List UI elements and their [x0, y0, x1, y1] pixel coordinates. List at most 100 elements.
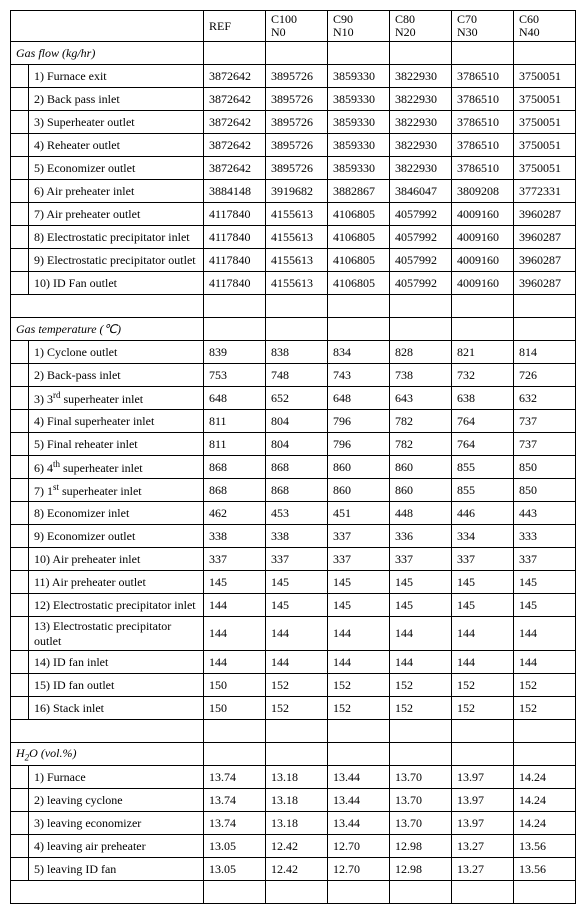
col-header-4: C70N30 — [452, 11, 514, 42]
cell: 451 — [328, 502, 390, 525]
blank-row — [11, 295, 576, 318]
cell: 3822930 — [390, 88, 452, 111]
table-row: 3) leaving economizer13.7413.1813.4413.7… — [11, 812, 576, 835]
cell: 145 — [390, 571, 452, 594]
cell: 152 — [514, 674, 576, 697]
cell: 152 — [390, 674, 452, 697]
cell: 4009160 — [452, 272, 514, 295]
row-label: 1) Cyclone outlet — [29, 341, 204, 364]
cell: 3859330 — [328, 157, 390, 180]
row-label: 1) Furnace exit — [29, 65, 204, 88]
cell: 3884148 — [204, 180, 266, 203]
cell: 764 — [452, 433, 514, 456]
cell: 145 — [328, 594, 390, 617]
cell: 12.98 — [390, 858, 452, 881]
cell: 13.18 — [266, 766, 328, 789]
table-row: 14) ID fan inlet144144144144144144 — [11, 651, 576, 674]
cell: 834 — [328, 341, 390, 364]
cell: 3895726 — [266, 88, 328, 111]
section-header-row: Gas flow (kg/hr) — [11, 42, 576, 65]
cell: 14.24 — [514, 766, 576, 789]
cell: 726 — [514, 364, 576, 387]
cell: 13.97 — [452, 789, 514, 812]
cell: 144 — [204, 594, 266, 617]
cell: 738 — [390, 364, 452, 387]
cell: 4057992 — [390, 249, 452, 272]
cell: 3822930 — [390, 111, 452, 134]
cell: 144 — [452, 617, 514, 651]
row-label: 12) Electrostatic precipitator inlet — [29, 594, 204, 617]
cell: 737 — [514, 433, 576, 456]
cell: 4057992 — [390, 272, 452, 295]
cell: 828 — [390, 341, 452, 364]
cell: 453 — [266, 502, 328, 525]
cell: 13.18 — [266, 812, 328, 835]
cell: 3960287 — [514, 203, 576, 226]
cell: 3895726 — [266, 134, 328, 157]
table-row: 5) leaving ID fan13.0512.4212.7012.9813.… — [11, 858, 576, 881]
cell: 4155613 — [266, 226, 328, 249]
cell: 14.24 — [514, 812, 576, 835]
cell: 748 — [266, 364, 328, 387]
row-label: 4) Reheater outlet — [29, 134, 204, 157]
cell: 3859330 — [328, 134, 390, 157]
cell: 14.24 — [514, 789, 576, 812]
cell: 144 — [266, 617, 328, 651]
cell: 821 — [452, 341, 514, 364]
cell: 3872642 — [204, 134, 266, 157]
cell: 868 — [204, 479, 266, 502]
cell: 860 — [390, 456, 452, 479]
col-header-3: C80N20 — [390, 11, 452, 42]
cell: 337 — [390, 548, 452, 571]
cell: 13.05 — [204, 835, 266, 858]
cell: 13.97 — [452, 766, 514, 789]
cell: 868 — [266, 456, 328, 479]
cell: 860 — [328, 456, 390, 479]
cell: 13.44 — [328, 766, 390, 789]
cell: 638 — [452, 387, 514, 410]
cell: 732 — [452, 364, 514, 387]
cell: 152 — [328, 697, 390, 720]
row-label: 6) Air preheater inlet — [29, 180, 204, 203]
cell: 145 — [204, 571, 266, 594]
table-row: 5) Economizer outlet38726423895726385933… — [11, 157, 576, 180]
cell: 13.70 — [390, 812, 452, 835]
table-row: 2) Back-pass inlet753748743738732726 — [11, 364, 576, 387]
cell: 12.98 — [390, 835, 452, 858]
row-label: 7) Air preheater outlet — [29, 203, 204, 226]
cell: 3822930 — [390, 65, 452, 88]
section-title: Gas flow (kg/hr) — [11, 42, 204, 65]
cell: 144 — [266, 651, 328, 674]
cell: 337 — [514, 548, 576, 571]
cell: 145 — [266, 571, 328, 594]
cell: 764 — [452, 410, 514, 433]
row-label: 4) leaving air preheater — [29, 835, 204, 858]
cell: 4009160 — [452, 203, 514, 226]
cell: 4117840 — [204, 203, 266, 226]
cell: 3750051 — [514, 65, 576, 88]
cell: 4009160 — [452, 249, 514, 272]
table-row: 2) Back pass inlet3872642389572638593303… — [11, 88, 576, 111]
table-row: 15) ID fan outlet150152152152152152 — [11, 674, 576, 697]
section-header-row: Gas temperature (℃) — [11, 318, 576, 341]
cell: 337 — [452, 548, 514, 571]
table-row: 4) Reheater outlet387264238957263859330 3… — [11, 134, 576, 157]
cell: 3882867 — [328, 180, 390, 203]
data-table: REFC100N0C90N10C80N20C70N30C60N40Gas flo… — [10, 10, 576, 904]
cell: 4117840 — [204, 249, 266, 272]
cell: 737 — [514, 410, 576, 433]
cell: 443 — [514, 502, 576, 525]
blank-row — [11, 720, 576, 743]
cell: 144 — [390, 651, 452, 674]
row-label: 9) Economizer outlet — [29, 525, 204, 548]
cell: 814 — [514, 341, 576, 364]
cell: 3786510 — [452, 134, 514, 157]
table-row: 6) Air preheater inlet388414839196823882… — [11, 180, 576, 203]
table-row: 9) Electrostatic precipitator outlet4117… — [11, 249, 576, 272]
cell: 811 — [204, 433, 266, 456]
row-label: 3) 3rd superheater inlet — [29, 387, 204, 410]
cell: 3872642 — [204, 88, 266, 111]
row-label: 1) Furnace — [29, 766, 204, 789]
row-label: 3) Superheater outlet — [29, 111, 204, 134]
cell: 333 — [514, 525, 576, 548]
